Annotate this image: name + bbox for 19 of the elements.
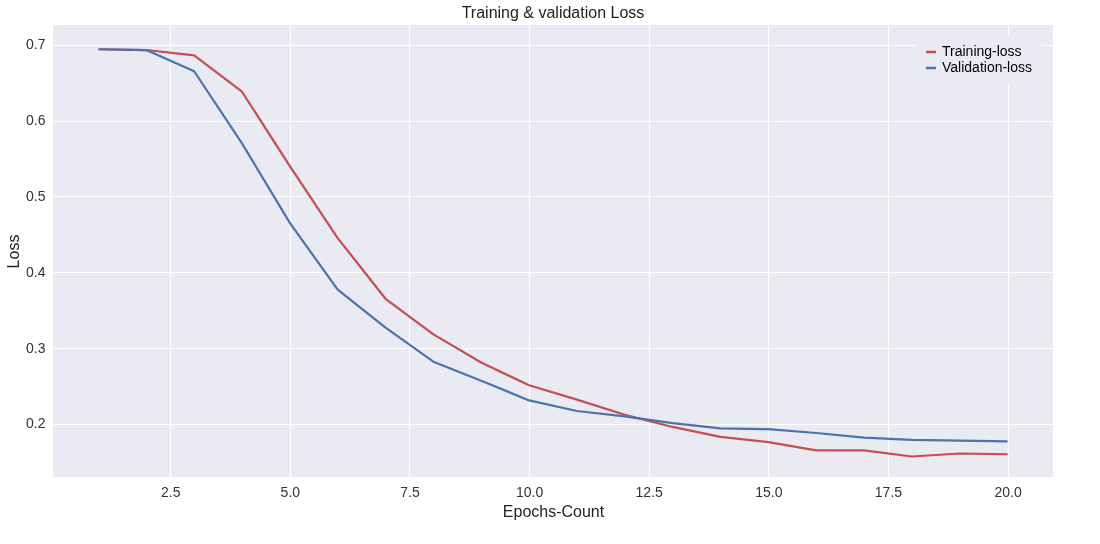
legend-label: Training-loss — [942, 43, 1022, 59]
y-tick-label: 0.3 — [26, 339, 46, 356]
x-axis-title: Epochs-Count — [502, 502, 605, 520]
y-tick-label: 0.7 — [26, 36, 46, 53]
y-tick-label: 0.2 — [26, 415, 46, 432]
y-axis-title: Loss — [5, 234, 23, 269]
x-tick-label: 10.0 — [515, 483, 544, 500]
chart-title: Training & validation Loss — [461, 4, 645, 21]
y-tick-label: 0.5 — [26, 187, 46, 204]
legend-label: Validation-loss — [942, 59, 1033, 75]
x-tick-label: 12.5 — [635, 483, 664, 500]
x-tick-label: 7.5 — [400, 483, 420, 500]
x-tick-label: 17.5 — [874, 483, 903, 500]
y-tick-label: 0.4 — [26, 263, 46, 280]
x-tick-label: 5.0 — [280, 483, 301, 500]
x-tick-label: 2.5 — [160, 483, 181, 500]
x-tick-label: 20.0 — [994, 483, 1022, 500]
y-tick-label: 0.6 — [26, 112, 46, 129]
x-tick-label: 15.0 — [755, 483, 783, 500]
